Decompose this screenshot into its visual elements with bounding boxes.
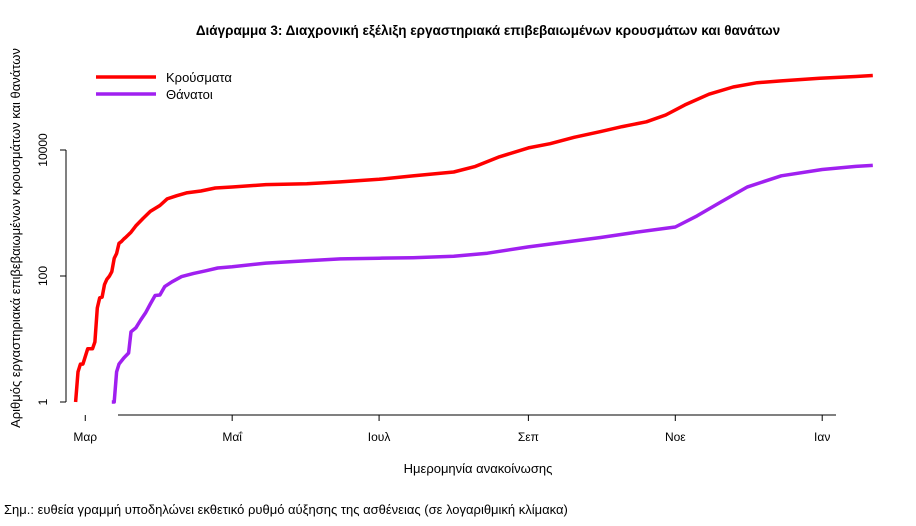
legend: Κρούσματα Θάνατοι <box>96 70 232 102</box>
y-axis-label: Αριθμός εργαστηριακά επιβεβαιωμένων κρου… <box>8 48 23 428</box>
legend-label-cases: Κρούσματα <box>166 70 232 85</box>
x-tick-label: Μαρ <box>73 430 97 444</box>
y-tick-label: 1 <box>36 398 50 405</box>
chart-title: Διάγραμμα 3: Διαχρονική εξέλιξη εργαστηρ… <box>196 23 780 38</box>
x-tick-label: Ιαν <box>814 430 830 444</box>
series-line-cases <box>73 73 873 403</box>
y-tick-label: 100 <box>36 266 50 286</box>
x-axis-ticks: Μαρ Μαΐ Ιουλ Σεπ Νοε Ιαν <box>73 415 830 444</box>
y-tick-label: 10000 <box>36 133 50 167</box>
series-layer <box>73 73 873 404</box>
y-axis-ticks: 1 100 10000 <box>36 133 66 405</box>
x-tick-label: Μαΐ <box>222 430 243 444</box>
x-axis-label: Ημερομηνία ανακοίνωσης <box>404 461 553 476</box>
x-tick-label: Σεπ <box>518 430 539 444</box>
x-tick-label: Ιουλ <box>368 430 391 444</box>
series-line-deaths <box>111 163 873 404</box>
line-chart: Διάγραμμα 3: Διαχρονική εξέλιξη εργαστηρ… <box>8 23 873 476</box>
legend-label-deaths: Θάνατοι <box>166 87 213 102</box>
footnote: Σημ.: ευθεία γραμμή υποδηλώνει εκθετικό … <box>4 502 568 517</box>
x-tick-label: Νοε <box>665 430 686 444</box>
